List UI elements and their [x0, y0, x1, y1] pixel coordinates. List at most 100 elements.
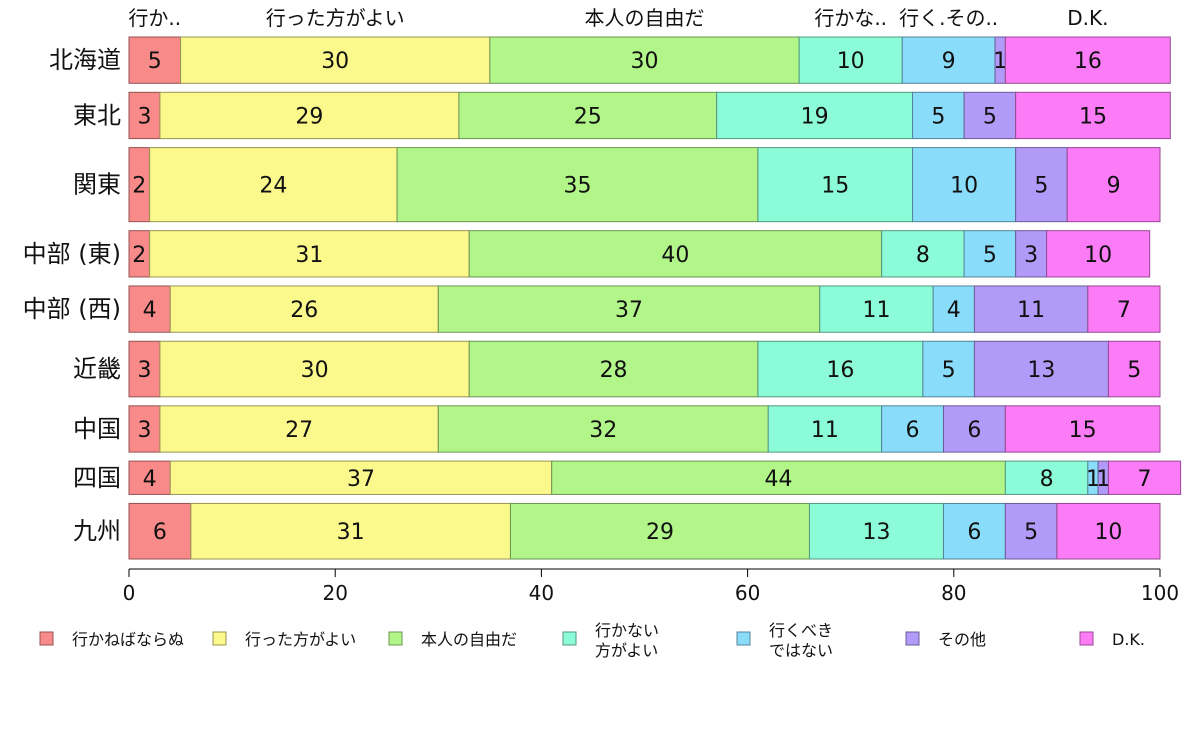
bar-segment	[468, 340, 759, 398]
bar-segment	[468, 230, 883, 278]
value-label: 30	[301, 358, 329, 383]
chart-row: 近畿 3 30 28 16 5 13 5	[73, 340, 1161, 398]
bar-segment	[489, 36, 800, 84]
value-label: 6	[153, 520, 167, 545]
bar-segment	[1004, 502, 1058, 560]
value-label: 5	[148, 49, 162, 74]
bar-segment	[922, 340, 975, 398]
bar-segment	[819, 285, 934, 333]
value-label: 8	[916, 243, 930, 268]
value-label: 5	[1127, 358, 1141, 383]
bar-segment	[1056, 502, 1161, 560]
value-label: 8	[1040, 467, 1054, 492]
region-label: 四国	[73, 464, 121, 492]
legend-swatch	[562, 631, 577, 646]
value-label: 5	[931, 104, 945, 129]
legend-swatch	[1079, 631, 1094, 646]
value-label: 15	[1079, 104, 1107, 129]
value-label: 2	[132, 243, 146, 268]
bar-segment	[128, 502, 192, 560]
bar-segment	[149, 230, 470, 278]
legend-item: 本人の自由だ	[388, 630, 517, 649]
value-label: 7	[1138, 467, 1152, 492]
value-label: 15	[821, 174, 849, 199]
value-label: 13	[862, 520, 890, 545]
legend-label: その他	[938, 630, 986, 649]
column-label: 本人の自由だ	[585, 6, 705, 30]
bar-segment	[973, 285, 1089, 333]
bar-segment	[128, 405, 161, 453]
bar-segment	[159, 91, 460, 140]
value-label: 4	[143, 298, 157, 323]
legend-item: 行かねばならぬ	[39, 630, 184, 649]
legend-item: 行かない方がよい	[562, 621, 659, 660]
bar-segment	[1015, 91, 1171, 140]
bar-segment	[963, 230, 1017, 278]
bar-segment	[169, 460, 553, 495]
legend: 行かねばならぬ 行った方がよい 本人の自由だ 行かない方がよい 行くべきではない その他 D…	[39, 621, 1145, 660]
value-label: 5	[1024, 520, 1038, 545]
region-label: 東北	[73, 101, 121, 129]
column-label: 行った方がよい	[266, 6, 405, 30]
bar-segment	[1015, 230, 1048, 278]
value-label: 11	[811, 418, 839, 443]
x-tick-label: 0	[123, 581, 136, 605]
value-label: 5	[942, 358, 956, 383]
region-label: 中部 (西)	[23, 295, 121, 323]
bar-segment	[169, 285, 439, 333]
bar-segment	[1066, 147, 1161, 223]
bar-segment	[159, 340, 470, 398]
bar-segment	[912, 147, 1017, 223]
x-tick-label: 20	[322, 581, 347, 605]
value-label: 4	[947, 298, 961, 323]
column-label: D.K.	[1067, 6, 1108, 30]
bar-segment	[180, 36, 491, 84]
value-label: 5	[1034, 174, 1048, 199]
bar-segment	[159, 405, 439, 453]
chart-row: 北海道 5 30 30 10 9 1 16	[49, 36, 1171, 84]
bar-segment	[509, 502, 810, 560]
value-label: 37	[347, 467, 375, 492]
chart-row: 中部 (西) 4 26 37 11 4 11 7	[23, 285, 1161, 333]
value-label: 31	[295, 243, 323, 268]
column-label: 行く.その..	[899, 6, 998, 30]
bar-segment	[1004, 405, 1161, 453]
value-label: 15	[1069, 418, 1097, 443]
bar-segment	[128, 285, 171, 333]
bar-segment	[128, 340, 161, 398]
bar-segment	[1046, 230, 1151, 278]
legend-swatch	[736, 631, 751, 646]
region-label: 中国	[73, 415, 121, 443]
bar-segment	[942, 502, 1006, 560]
value-label: 6	[906, 418, 920, 443]
bar-segment	[128, 91, 161, 140]
value-label: 44	[765, 467, 793, 492]
value-label: 40	[661, 243, 689, 268]
value-label: 10	[1094, 520, 1122, 545]
value-label: 32	[589, 418, 617, 443]
region-label: 中部 (東)	[23, 240, 121, 268]
legend-label: D.K.	[1112, 630, 1145, 649]
value-label: 19	[801, 104, 829, 129]
legend-swatch	[388, 631, 403, 646]
bar-segment	[128, 36, 182, 84]
bar-segment	[881, 230, 965, 278]
value-label: 3	[137, 358, 151, 383]
bar-segment	[437, 405, 769, 453]
value-label: 6	[967, 520, 981, 545]
x-axis: 0 20 40 60 80 100	[123, 568, 1179, 605]
bar-segment	[798, 36, 903, 84]
legend-label: 行かない方がよい	[595, 621, 659, 660]
bar-segment	[149, 147, 398, 223]
chart-row: 中部 (東) 2 31 40 8 5 3 10	[23, 230, 1151, 278]
value-label: 30	[321, 49, 349, 74]
legend-label: 本人の自由だ	[421, 630, 517, 649]
region-label: 九州	[73, 517, 121, 545]
chart-row: 四国 4 37 44 8 11 7	[73, 460, 1182, 495]
bar-segment	[1004, 460, 1089, 495]
legend-swatch	[212, 631, 227, 646]
x-tick-label: 80	[941, 581, 966, 605]
value-label: 6	[967, 418, 981, 443]
value-label: 7	[1117, 298, 1131, 323]
value-label: 25	[574, 104, 602, 129]
